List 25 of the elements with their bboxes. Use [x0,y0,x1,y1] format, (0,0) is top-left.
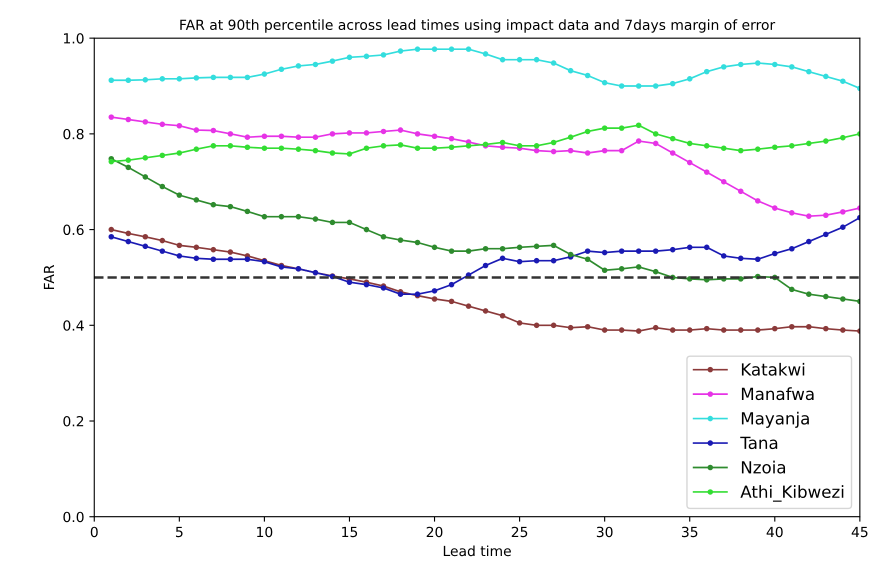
x-tick-label: 40 [766,526,783,538]
x-tick-label: 20 [426,526,442,538]
x-tick-label: 25 [512,526,528,538]
legend-label: Athi_Kibwezi [740,485,844,502]
x-tick-label: 15 [342,526,358,538]
y-tick-label: 0.4 [63,320,84,331]
y-tick-label: 0.2 [63,416,84,426]
x-tick-label: 0 [90,526,98,538]
legend-label: Katakwi [742,362,804,376]
x-tick-label: 10 [257,526,272,538]
legend-label: Nzoia [742,460,786,474]
x-axis-title: Lead time [444,545,511,556]
x-tick-label: 35 [682,526,698,538]
y-tick-label: 1.0 [64,33,84,44]
legend-label: Mayanja [742,412,809,428]
x-tick-label: 5 [176,526,183,538]
y-axis-title: FAR [44,264,54,290]
chart-title: FAR at 90th percentile across lead times using impact data and 7days margin of error [180,19,776,33]
x-tick-label: 30 [596,526,613,538]
legend-label: Manafwa [742,387,814,400]
y-tick-label: 0.0 [63,512,84,522]
x-tick-label: 45 [852,526,868,538]
y-tick-label: 0.6 [63,224,84,236]
y-tick-label: 0.8 [63,128,84,140]
legend-label: Tana [740,436,778,450]
